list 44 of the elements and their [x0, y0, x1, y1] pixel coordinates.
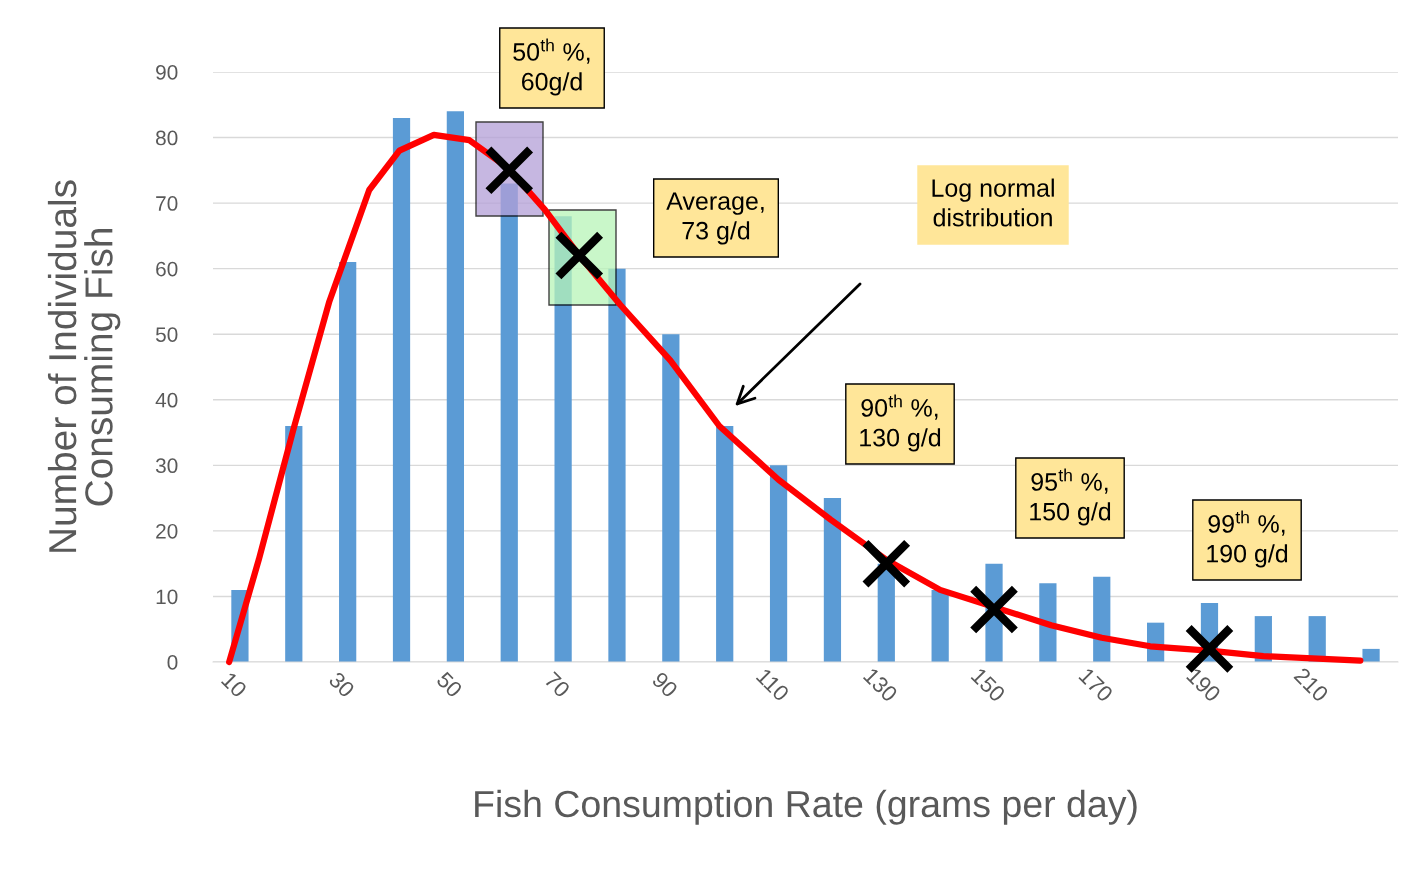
y-tick-label: 60 [156, 261, 178, 277]
bar [823, 498, 842, 662]
bar [392, 117, 411, 662]
x-tick-label: 70 [543, 671, 571, 699]
annotation: 90$^{th}$ %, 130 g/d [860, 394, 941, 452]
annotation: 99$^{th}$ %, 190 g/d [1207, 510, 1288, 568]
y-tick-label: 30 [155, 458, 178, 474]
y-tick-label: 50 [155, 327, 178, 342]
bar [931, 589, 949, 662]
x-tick-label: 170 [1078, 667, 1114, 703]
x-tick-label: 130 [862, 667, 899, 703]
bar [716, 426, 734, 662]
bar [608, 268, 626, 662]
y-tick-label: 90 [156, 65, 178, 80]
bar [285, 426, 303, 662]
y-tick-label: 40 [155, 392, 178, 408]
x-tick-label: 210 [1293, 666, 1330, 703]
y-tick-label: 0 [167, 655, 178, 670]
x-tick-label: 50 [435, 670, 464, 699]
bar [1362, 648, 1380, 662]
bar [446, 111, 464, 662]
y-tick-label: 70 [156, 196, 178, 211]
bar [1039, 583, 1057, 662]
bar [769, 465, 788, 662]
x-axis-title: Fish Consumption Rate (grams per day) [475, 789, 1137, 825]
y-tick-label: 80 [156, 130, 178, 146]
x-tick-label: 10 [220, 671, 248, 699]
annotation: Average, 73 g/d [666, 192, 764, 245]
point [969, 584, 1020, 635]
point [861, 538, 912, 589]
y-tick-label: 10 [156, 589, 178, 605]
annotation: 50$^{th}$ %, 60g/d [513, 38, 590, 96]
bar [339, 262, 357, 662]
x-tick-label: 90 [651, 671, 679, 699]
bar [662, 334, 680, 662]
x-tick-label: 150 [970, 667, 1007, 703]
bar [1093, 576, 1111, 662]
x-tick-label: 110 [755, 667, 791, 703]
x-tick-label: 30 [327, 670, 356, 699]
x-tick-label: 190 [1186, 667, 1222, 703]
annotation: Log normal distribution [932, 178, 1054, 227]
y-axis-title: Number of Individuals Consuming Fish [47, 180, 121, 552]
y-tick-label: 20 [156, 523, 178, 539]
annotation: 95$^{th}$ %, 150 g/d [1030, 468, 1111, 526]
